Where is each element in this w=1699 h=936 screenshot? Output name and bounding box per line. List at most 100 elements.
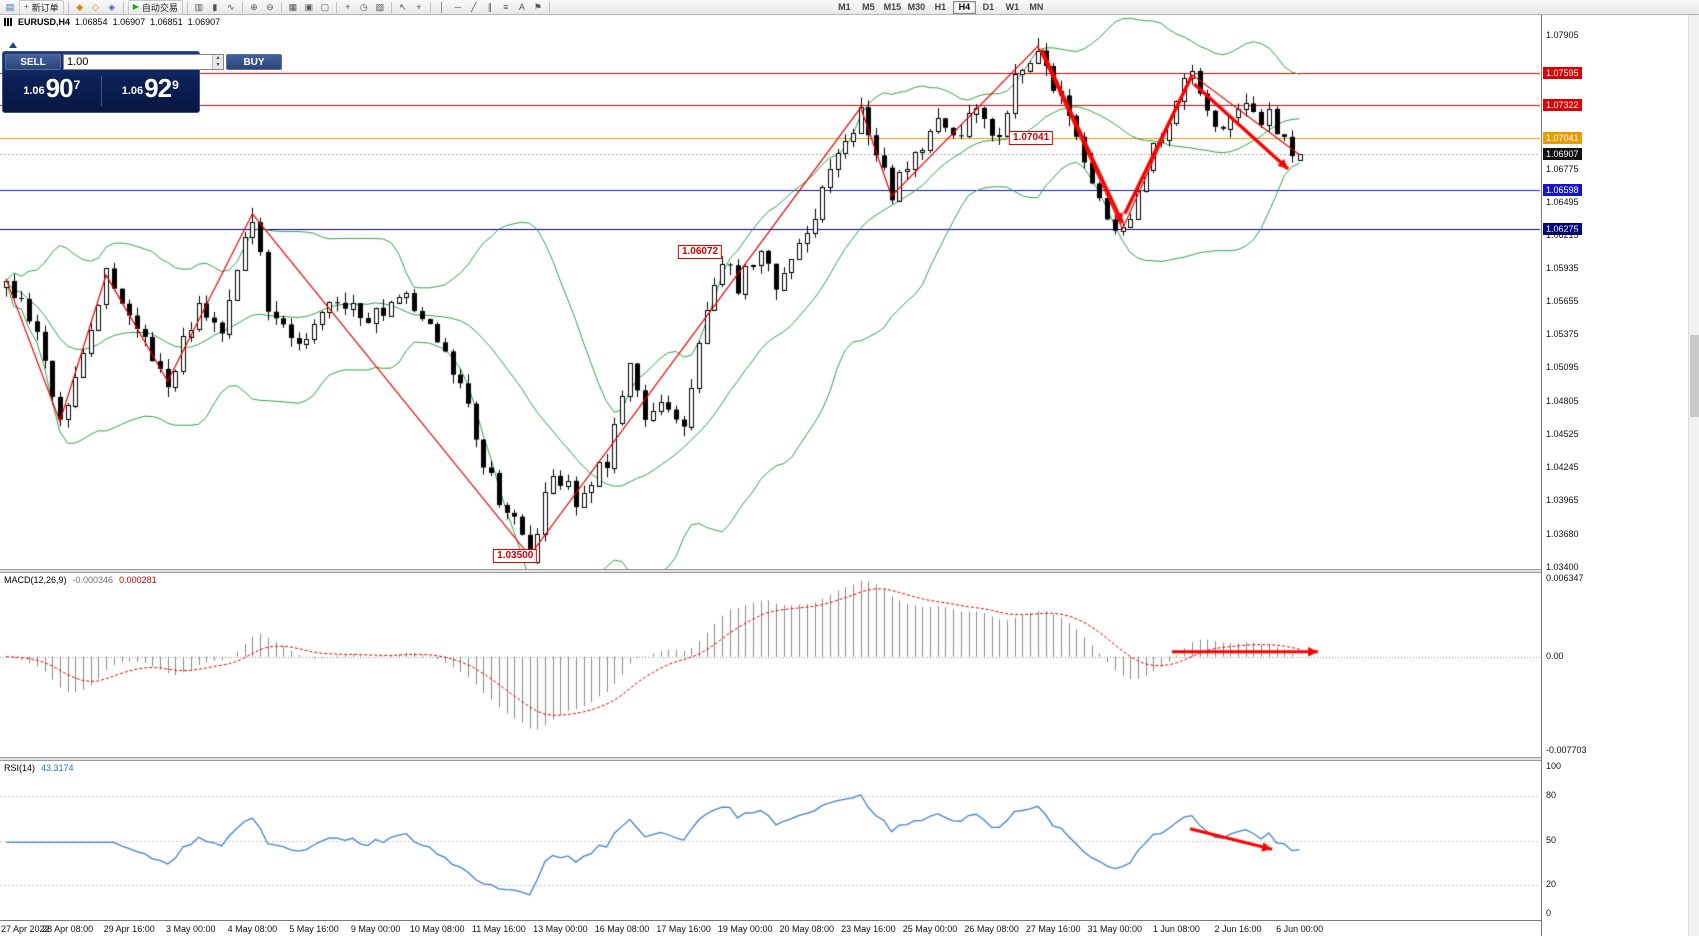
timeframe-m30[interactable]: M30	[907, 2, 926, 12]
timeframe-m1[interactable]: M1	[838, 2, 851, 12]
toolbar-separator	[280, 1, 282, 13]
chart-symbol: EURUSD,H4	[18, 17, 71, 27]
chart-open-value: 1.06854	[75, 17, 108, 27]
bar-chart-icon[interactable]: ▥	[194, 1, 204, 12]
toolbar-separator	[335, 1, 337, 13]
volume-input[interactable]	[64, 55, 212, 69]
chart-window-icon[interactable]: ▤	[5, 1, 15, 12]
price-badge: 1.06275	[1543, 222, 1582, 235]
rsi-canvas[interactable]	[0, 761, 1540, 920]
price-divider	[100, 76, 102, 106]
new-order-button[interactable]: + 新订单	[19, 0, 64, 15]
time-axis-label: 3 May 00:00	[166, 924, 216, 934]
cascade-windows-icon[interactable]: ▣	[304, 1, 314, 12]
buy-button[interactable]: BUY	[226, 54, 282, 70]
sell-price-display[interactable]: 1.06 90 7	[3, 73, 101, 104]
panel-splitter-rsi[interactable]	[0, 757, 1541, 761]
trade-panel-collapse-icon[interactable]	[9, 42, 17, 48]
timeframe-d1[interactable]: D1	[982, 2, 995, 12]
axis-label: 1.06495	[1546, 196, 1579, 207]
axis-label: 1.03400	[1546, 561, 1579, 572]
axis-label: 80	[1546, 790, 1557, 801]
price-badge: 1.07595	[1543, 66, 1582, 79]
sell-price-main: 90	[45, 73, 74, 103]
volume-decrease-icon[interactable]: ▾	[212, 62, 223, 69]
toolbar-separator	[122, 1, 124, 13]
time-axis-label: 4 May 08:00	[227, 924, 278, 934]
zoom-out-icon[interactable]: ⊖	[266, 1, 274, 12]
axis-label: 1.05095	[1546, 361, 1579, 372]
volume-increase-icon[interactable]: ▴	[212, 55, 223, 62]
macd-canvas[interactable]	[0, 573, 1540, 757]
rsi-label: RSI(14)	[4, 763, 36, 773]
chart-high-value: 1.06907	[112, 17, 146, 27]
macd-label: MACD(12,26,9)	[4, 575, 67, 585]
axis-label: 1.04525	[1546, 428, 1579, 439]
axis-label: 1.05935	[1546, 262, 1579, 273]
toolbar-separator	[67, 1, 69, 13]
axis-label: 1.03965	[1546, 494, 1579, 505]
axis-label: 1.04245	[1546, 461, 1579, 472]
cursor-icon[interactable]: ↖	[399, 1, 407, 12]
label-tool-icon[interactable]: ⚑	[533, 1, 542, 12]
timeframe-h4[interactable]: H4	[952, 0, 976, 14]
arrange-windows-icon[interactable]: ▢	[320, 1, 330, 12]
axis-label: 1.04805	[1546, 395, 1579, 406]
market-watch-icon[interactable]: ◆	[76, 1, 84, 12]
axis-label: 50	[1546, 834, 1557, 845]
timeframe-mn[interactable]: MN	[1029, 2, 1044, 12]
panel-splitter-macd[interactable]	[0, 569, 1541, 573]
main-chart-panel: EURUSD,H4 1.06854 1.06907 1.06851 1.0690…	[0, 15, 1541, 570]
toolbar-separator	[241, 1, 243, 13]
axis-label: 0.006347	[1546, 573, 1584, 583]
scrollbar-thumb[interactable]	[1690, 335, 1699, 417]
timeframe-group: M1 M5 M15 M30 H1 H4 D1 W1 MN	[833, 0, 1048, 14]
text-tool-icon[interactable]: A	[518, 2, 525, 12]
vertical-scrollbar[interactable]	[1688, 15, 1699, 936]
sell-button[interactable]: SELL	[5, 54, 61, 70]
navigator-icon[interactable]: ◈	[108, 1, 116, 12]
buy-price-pip: 9	[172, 78, 179, 92]
horizontal-line-icon[interactable]: ─	[454, 2, 462, 12]
timeframe-h1[interactable]: H1	[934, 2, 947, 12]
templates-icon[interactable]: ▧	[375, 1, 385, 12]
axis-label: 1.03680	[1546, 528, 1579, 539]
line-chart-icon[interactable]: ∿	[227, 1, 235, 12]
rsi-value: 43.3174	[41, 763, 74, 773]
price-badge: 1.07322	[1543, 99, 1582, 111]
price-annotation[interactable]: 1.03500	[493, 548, 538, 563]
timeframe-m5[interactable]: M5	[862, 2, 875, 12]
indicators-icon[interactable]: +	[345, 2, 351, 12]
toolbar-separator	[186, 1, 188, 13]
time-axis-label: 1 Jun 08:00	[1152, 924, 1200, 934]
autotrading-button[interactable]: ▶ 自动交易	[127, 0, 183, 15]
price-badge: 1.06598	[1543, 184, 1582, 197]
volume-field: ▴ ▾	[63, 54, 224, 70]
time-axis-label: 29 Apr 16:00	[103, 924, 155, 934]
time-axis-label: 11 May 16:00	[471, 924, 526, 934]
vertical-line-icon[interactable]: │	[439, 2, 445, 12]
macd-panel: MACD(12,26,9) -0.000346 0.000281	[0, 573, 1541, 757]
price-chart-canvas[interactable]	[0, 15, 1540, 570]
axis-label: 1.06775	[1546, 163, 1579, 174]
data-window-icon[interactable]: ◇	[92, 1, 100, 12]
price-annotation[interactable]: 1.06072	[677, 245, 723, 260]
zoom-in-icon[interactable]: ⊕	[250, 1, 258, 12]
time-axis-label: 25 May 00:00	[902, 924, 958, 934]
trendline-icon[interactable]: ╱	[471, 1, 477, 12]
time-axis-label: 19 May 00:00	[717, 924, 773, 934]
tile-windows-icon[interactable]: ▦	[288, 1, 298, 12]
price-axis-column: 1.07905 1.07595 1.07322 1.07041 1.06907 1.067…	[1541, 15, 1688, 936]
time-axis-label: 10 May 08:00	[409, 924, 465, 934]
crosshair-icon[interactable]: +	[416, 2, 422, 12]
candlest-chart-icon[interactable]: ▮	[212, 1, 218, 12]
timeframe-w1[interactable]: W1	[1005, 2, 1020, 12]
price-annotation[interactable]: 1.07041	[1009, 131, 1054, 146]
timeframe-m15[interactable]: M15	[883, 2, 902, 12]
time-axis: 27 Apr 2022 28 Apr 08:00 29 Apr 16:00 3 May…	[0, 920, 1541, 936]
buy-price-display[interactable]: 1.06 92 9	[102, 75, 200, 104]
fibonacci-icon[interactable]: ≡	[503, 2, 509, 12]
channel-icon[interactable]: ∥	[487, 1, 493, 12]
periods-icon[interactable]: ◷	[359, 1, 368, 12]
new-order-button-icon: +	[24, 2, 29, 11]
